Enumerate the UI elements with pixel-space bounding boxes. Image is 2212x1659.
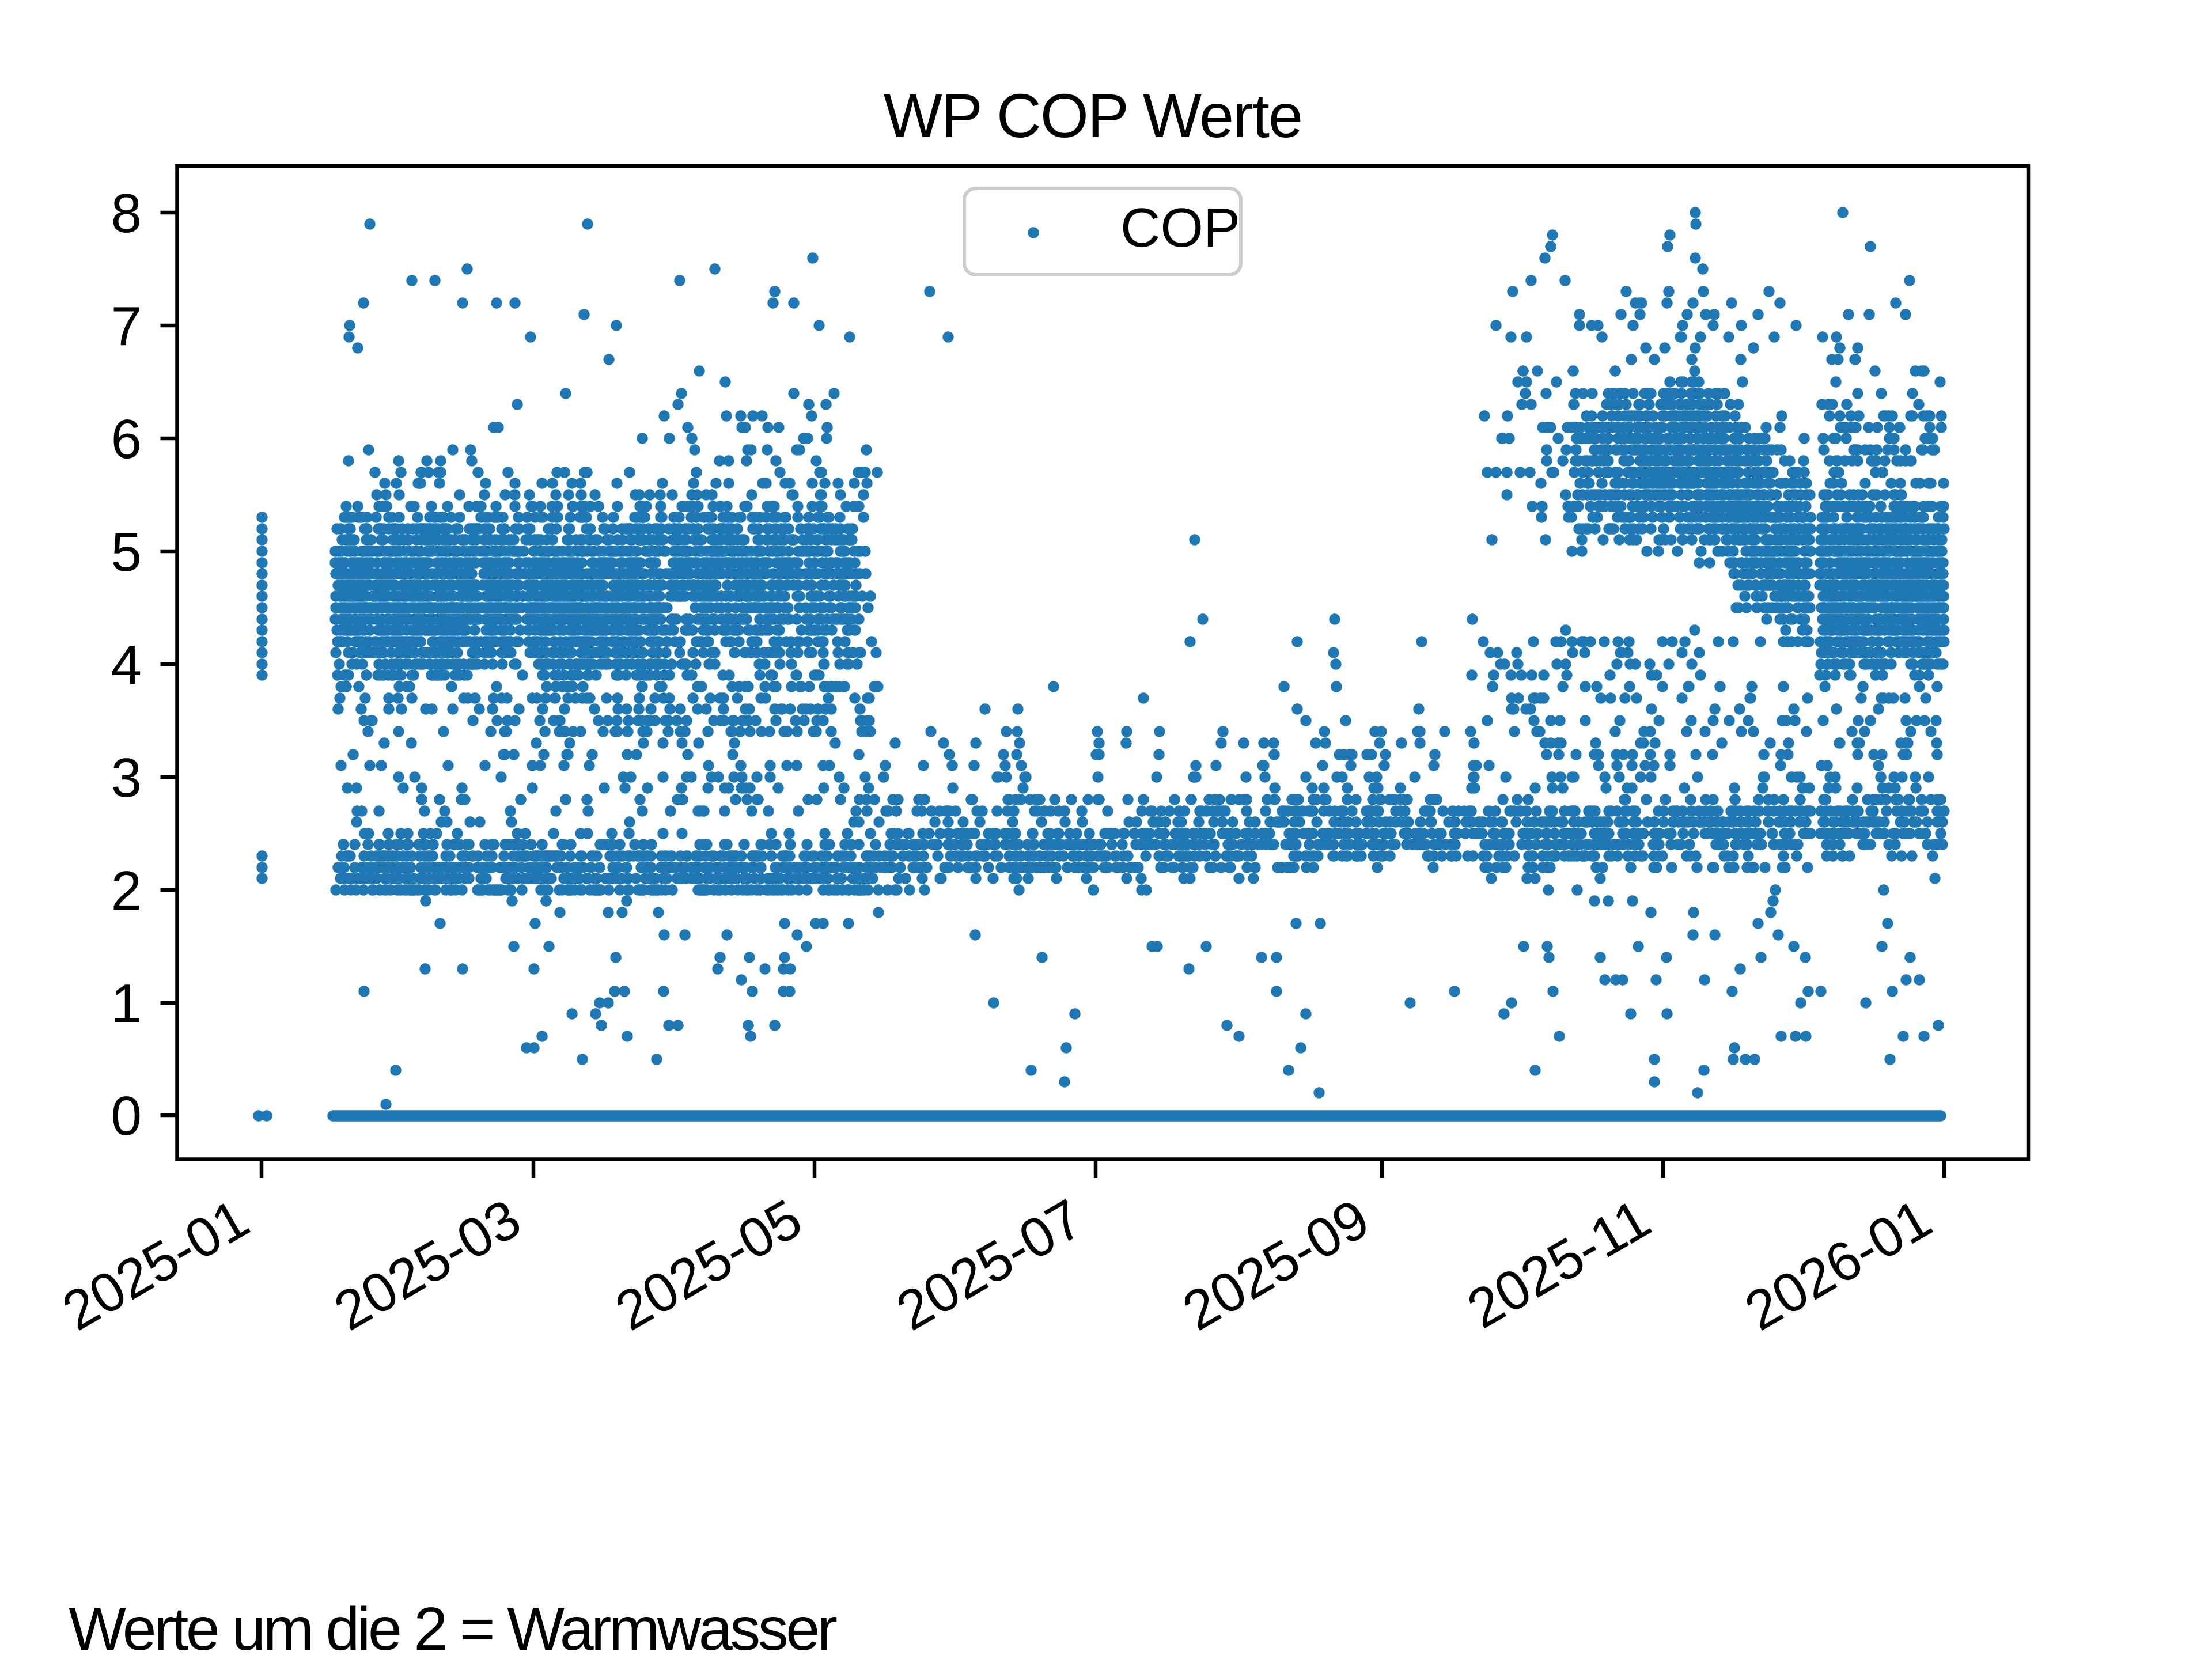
svg-text:COP: COP [1120, 197, 1240, 259]
svg-text:2: 2 [111, 860, 142, 922]
svg-text:1: 1 [111, 973, 142, 1035]
svg-text:8: 8 [111, 183, 142, 244]
svg-text:0: 0 [111, 1085, 142, 1147]
svg-text:6: 6 [111, 408, 142, 470]
svg-text:Werte um die 2 = Warmwasser: Werte um die 2 = Warmwasser [69, 1595, 837, 1659]
svg-text:4: 4 [111, 634, 142, 696]
svg-text:3: 3 [111, 747, 142, 809]
svg-text:WP COP Werte: WP COP Werte [884, 81, 1302, 150]
svg-text:7: 7 [111, 296, 142, 357]
svg-text:5: 5 [111, 521, 142, 583]
